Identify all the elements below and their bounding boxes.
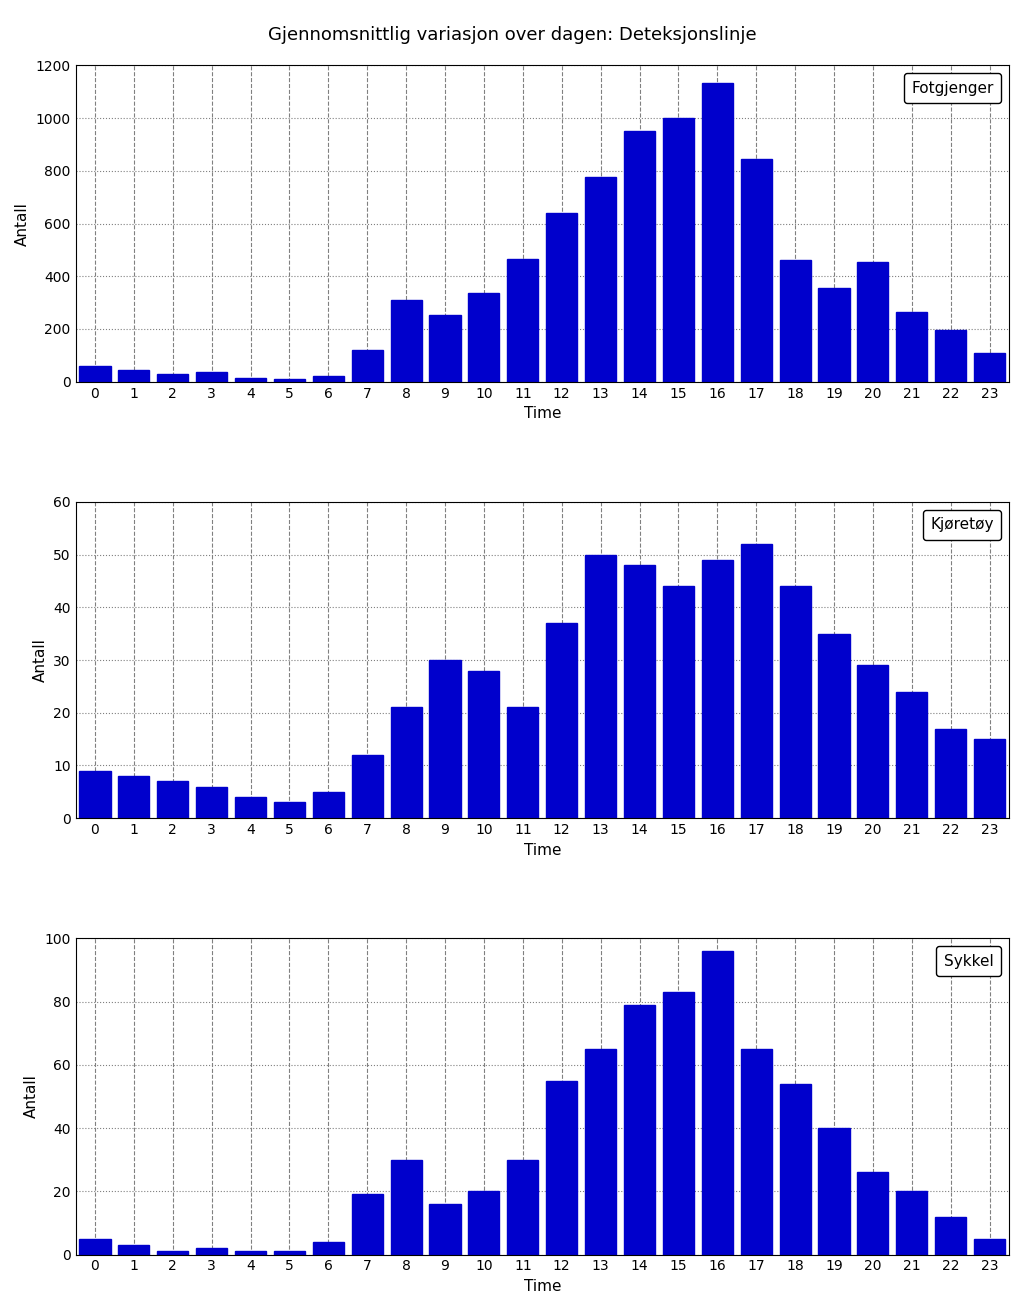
Bar <box>663 992 694 1254</box>
Bar <box>234 797 266 818</box>
Bar <box>507 259 539 382</box>
Bar <box>429 1204 461 1254</box>
Bar <box>740 545 772 818</box>
X-axis label: Time: Time <box>523 1279 561 1295</box>
Bar <box>507 707 539 818</box>
Bar <box>585 178 616 382</box>
Bar <box>80 367 111 382</box>
Bar <box>234 1251 266 1254</box>
Bar <box>896 312 928 382</box>
Bar <box>197 1249 227 1254</box>
Bar <box>390 300 422 382</box>
Bar <box>624 1005 655 1254</box>
Bar <box>740 158 772 382</box>
Bar <box>935 729 967 818</box>
Bar <box>507 1160 539 1254</box>
Bar <box>197 373 227 382</box>
Bar <box>740 1049 772 1254</box>
Bar <box>818 1128 850 1254</box>
Bar <box>234 378 266 382</box>
Bar <box>80 771 111 818</box>
Bar <box>273 1251 305 1254</box>
Bar <box>312 792 344 818</box>
Bar <box>468 670 500 818</box>
Y-axis label: Antall: Antall <box>33 637 47 682</box>
Bar <box>896 1191 928 1254</box>
Bar <box>429 660 461 818</box>
Bar <box>158 374 188 382</box>
Bar <box>158 1251 188 1254</box>
Bar <box>779 260 811 382</box>
Bar <box>546 623 578 818</box>
Bar <box>390 707 422 818</box>
Bar <box>312 377 344 382</box>
Legend: Kjøretøy: Kjøretøy <box>923 509 1001 539</box>
Bar <box>468 293 500 382</box>
Bar <box>857 665 889 818</box>
Bar <box>119 776 150 818</box>
Bar <box>701 560 733 818</box>
Bar <box>701 82 733 382</box>
Bar <box>974 1238 1006 1254</box>
Bar <box>158 781 188 818</box>
Bar <box>468 1191 500 1254</box>
Bar <box>624 131 655 382</box>
Bar <box>974 352 1006 382</box>
Bar <box>585 555 616 818</box>
Bar <box>935 330 967 382</box>
Text: Gjennomsnittlig variasjon over dagen: Deteksjonslinje: Gjennomsnittlig variasjon over dagen: De… <box>267 26 757 45</box>
Bar <box>80 1238 111 1254</box>
Bar <box>663 118 694 382</box>
Bar <box>351 1195 383 1254</box>
Bar <box>312 1242 344 1254</box>
Y-axis label: Antall: Antall <box>24 1075 39 1118</box>
Bar <box>351 755 383 818</box>
Bar <box>546 213 578 382</box>
Bar <box>429 314 461 382</box>
Bar <box>119 1245 150 1254</box>
Bar <box>818 288 850 382</box>
Bar <box>935 1216 967 1254</box>
Bar <box>197 787 227 818</box>
Legend: Fotgjenger: Fotgjenger <box>904 73 1001 103</box>
Bar <box>273 380 305 382</box>
Bar <box>857 262 889 382</box>
Bar <box>119 370 150 382</box>
Bar <box>974 740 1006 818</box>
Bar <box>273 802 305 818</box>
Bar <box>857 1173 889 1254</box>
X-axis label: Time: Time <box>523 406 561 421</box>
Bar <box>779 586 811 818</box>
Legend: Sykkel: Sykkel <box>936 946 1001 977</box>
Bar <box>585 1049 616 1254</box>
Y-axis label: Antall: Antall <box>15 202 30 246</box>
Bar <box>818 634 850 818</box>
Bar <box>701 950 733 1254</box>
Bar <box>779 1084 811 1254</box>
Bar <box>546 1081 578 1254</box>
X-axis label: Time: Time <box>523 843 561 857</box>
Bar <box>896 691 928 818</box>
Bar <box>624 565 655 818</box>
Bar <box>390 1160 422 1254</box>
Bar <box>351 350 383 382</box>
Bar <box>663 586 694 818</box>
